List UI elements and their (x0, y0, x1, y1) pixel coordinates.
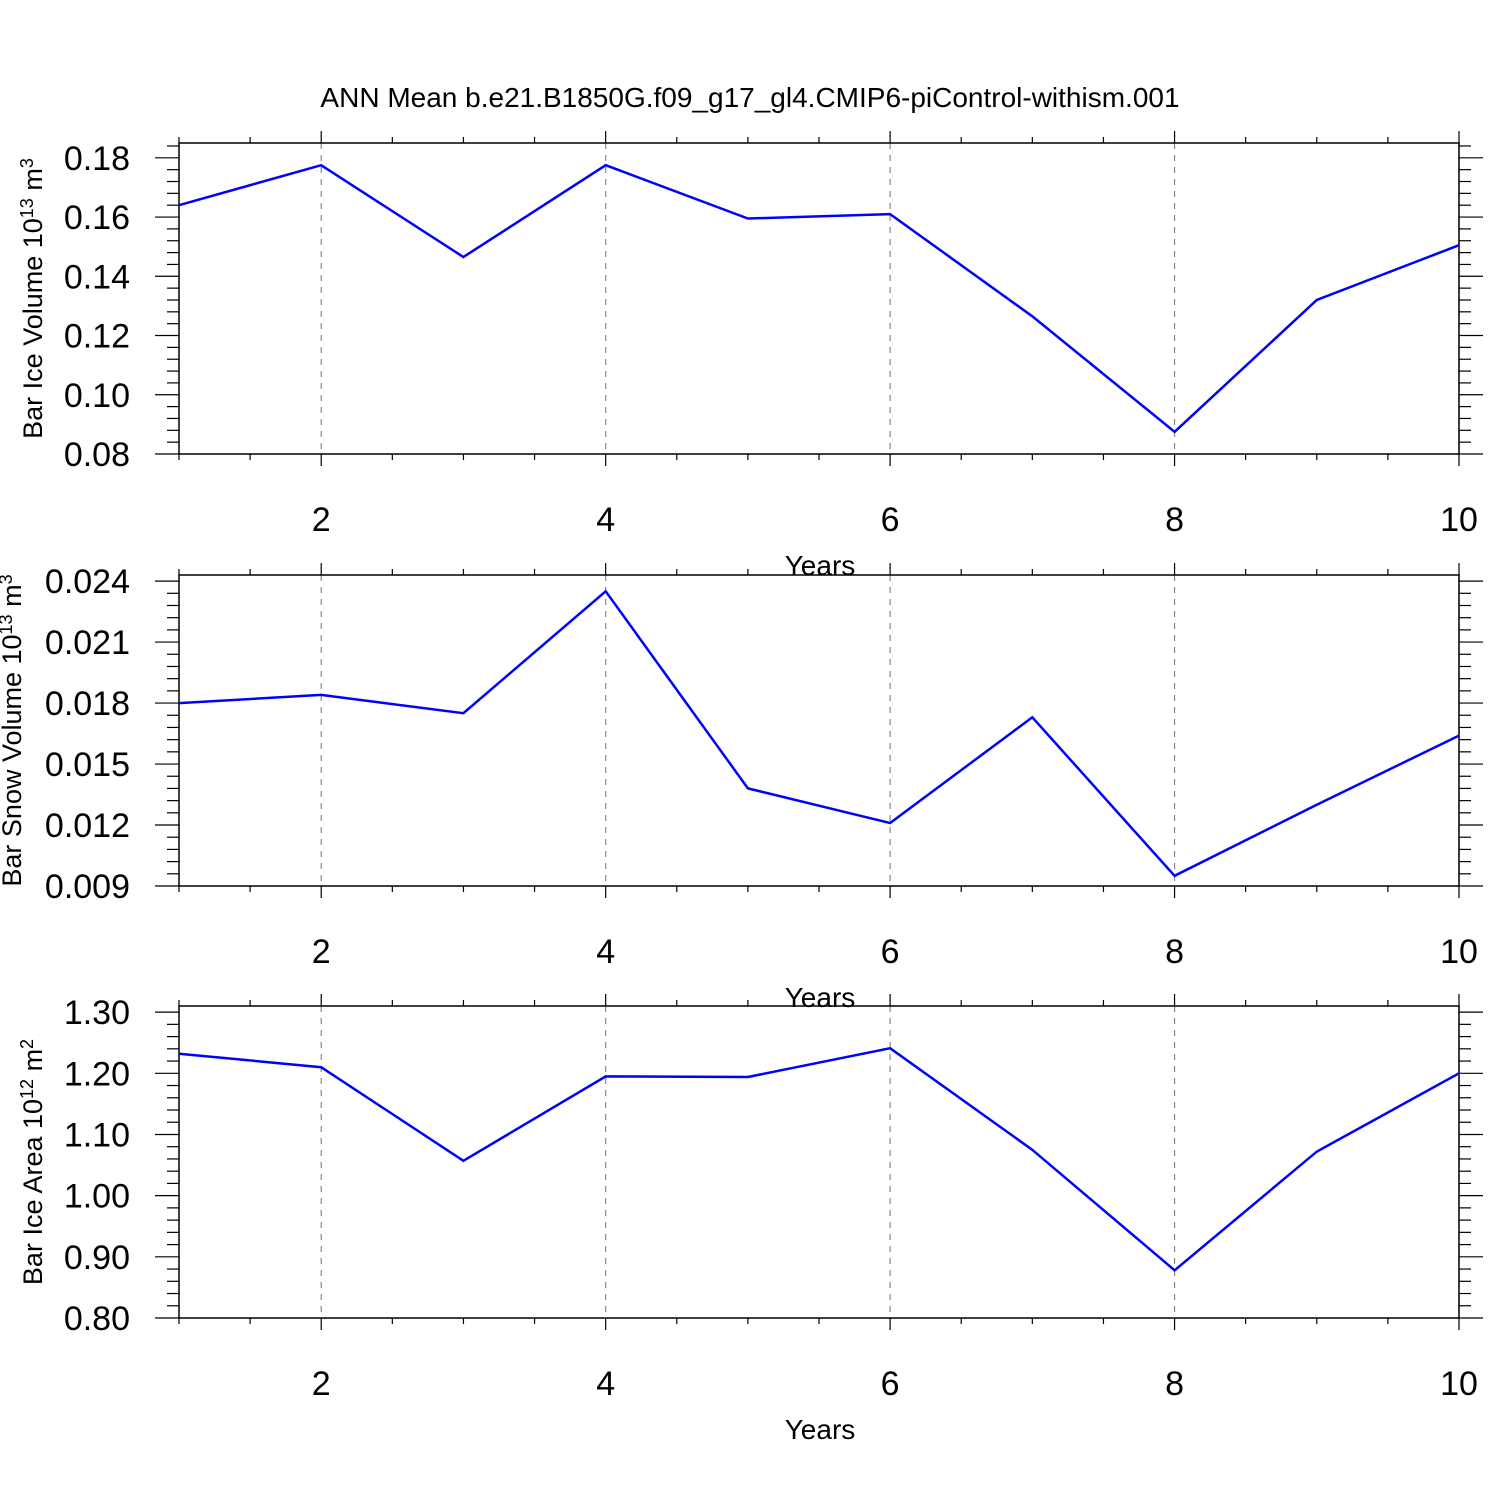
y-axis-label-part: 13 (17, 198, 37, 218)
x-axis-label: Years (785, 550, 856, 581)
y-axis-label-part: m (18, 168, 48, 198)
series-line (178, 163, 1460, 434)
plot-frame (178, 142, 1460, 455)
y-tick-label: 1.20 (64, 1055, 130, 1093)
y-axis-label-part: Bar Ice Volume 10 (18, 218, 48, 439)
x-tick-label: 10 (1440, 501, 1478, 539)
x-tick-label: 8 (1165, 1365, 1184, 1403)
series-line (178, 589, 1460, 878)
y-tick-label: 0.024 (45, 563, 130, 601)
panel-3: 2 4 6 8 10 0.80 0.90 1.00 1.10 1.20 1.30 Years Bar I… (17, 994, 1483, 1445)
y-axis-label: Bar Snow Volume 1013 m3 (0, 574, 27, 886)
x-tick-label: 4 (596, 501, 615, 539)
y-axis-label-part: m (18, 1049, 48, 1079)
x-tick-label: 8 (1165, 501, 1184, 539)
y-tick-label: 0.90 (64, 1239, 130, 1277)
x-tick-label: 4 (596, 933, 615, 971)
y-tick-label: 0.14 (64, 258, 130, 296)
x-tick-label: 6 (881, 1365, 900, 1403)
x-tick-label: 2 (312, 501, 331, 539)
x-axis-label: Years (785, 1414, 856, 1445)
panel-2: 2 4 6 8 10 0.009 0.012 0.015 0.018 0.021 0.024 Year… (0, 563, 1483, 1013)
x-tick-label: 10 (1440, 933, 1478, 971)
y-tick-label: 0.012 (45, 807, 130, 845)
y-tick-label: 0.018 (45, 685, 130, 723)
y-axis-label-part: 3 (0, 574, 16, 584)
x-tick-label: 2 (312, 1365, 331, 1403)
y-tick-label: 0.10 (64, 377, 130, 415)
panel-1: 2 4 6 8 10 0.08 0.10 0.12 0.14 0.16 0.18 Years Bar I… (17, 131, 1483, 581)
y-axis-label-part: 12 (17, 1079, 37, 1099)
y-axis-label-part: Bar Ice Area 10 (18, 1099, 48, 1285)
y-tick-label: 0.12 (64, 318, 130, 356)
y-tick-label: 0.16 (64, 199, 130, 237)
y-axis-label-part: 2 (17, 1039, 37, 1049)
x-tick-label: 10 (1440, 1365, 1478, 1403)
y-tick-label: 1.30 (64, 994, 130, 1032)
x-tick-label: 8 (1165, 933, 1184, 971)
y-axis-label-part: 3 (17, 158, 37, 168)
x-tick-label: 6 (881, 501, 900, 539)
series-line (178, 1046, 1460, 1272)
y-axis-label-part: m (0, 584, 27, 614)
x-axis-label: Years (785, 982, 856, 1013)
y-tick-label: 0.08 (64, 436, 130, 474)
y-axis-label-part: 13 (0, 614, 16, 634)
chart-title: ANN Mean b.e21.B1850G.f09_g17_gl4.CMIP6-… (320, 82, 1179, 113)
plot-frame (178, 1005, 1460, 1319)
y-tick-label: 0.80 (64, 1300, 130, 1338)
x-tick-label: 6 (881, 933, 900, 971)
y-tick-label: 0.18 (64, 140, 130, 178)
y-axis-label: Bar Ice Area 1012 m2 (17, 1039, 48, 1285)
y-tick-label: 1.00 (64, 1178, 130, 1216)
y-tick-label: 0.015 (45, 746, 130, 784)
y-tick-label: 1.10 (64, 1116, 130, 1154)
plot-frame (178, 574, 1460, 887)
y-tick-label: 0.009 (45, 868, 130, 906)
y-axis-label: Bar Ice Volume 1013 m3 (17, 158, 48, 439)
x-tick-label: 4 (596, 1365, 615, 1403)
y-tick-label: 0.021 (45, 624, 130, 662)
panels: 2 4 6 8 10 0.08 0.10 0.12 0.14 0.16 0.18 Years Bar I… (0, 131, 1483, 1445)
x-tick-label: 2 (312, 933, 331, 971)
y-axis-label-part: Bar Snow Volume 10 (0, 634, 27, 886)
